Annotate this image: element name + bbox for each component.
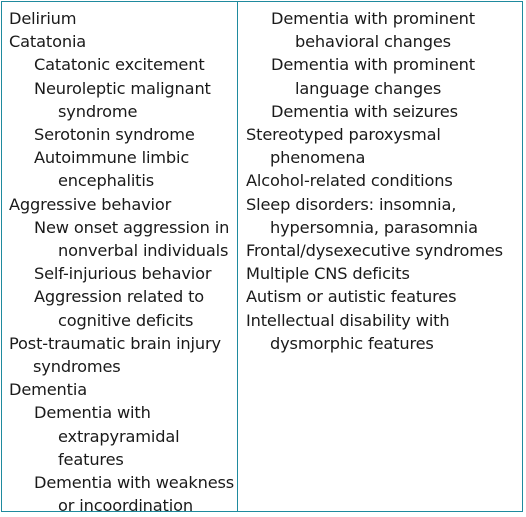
list-item: Dementia with weakness or incoordination [34,473,235,516]
list-item: New onset aggression in nonverbal indivi… [34,217,230,261]
list-item: Aggressive behavior [9,194,172,214]
list-item: Catatonic excitement [34,55,205,75]
list-item: Frontal/dysexecutive syndromes [246,241,503,261]
list-item: Intellectual disability with dysmorphic … [246,310,450,353]
list-item: Alcohol-related conditions [246,171,453,191]
list-item: Serotonin syndrome [34,125,195,145]
list-item: Aggression related to cognitive deficits [34,287,205,330]
list-item: Sleep disorders: insomnia, hypersomnia, … [246,194,478,237]
list-item: Dementia with prominent language changes [271,55,475,98]
list-item: Dementia with extrapyramidal features [34,403,180,469]
list-item: Multiple CNS deficits [246,264,410,284]
list-item: Catatonia [9,32,87,52]
list-item: Post-traumatic brain injury syndromes [9,333,221,377]
list-item: Self-injurious behavior [34,264,212,284]
list-item: Neuroleptic malignant syndrome [34,78,211,121]
list-item: Autism or autistic features [246,287,457,307]
list-item: Stereotyped paroxysmal phenomena [246,125,441,168]
list-item: Delirium [9,9,77,28]
column-divider [237,1,238,512]
list-item: Autoimmune limbic encephalitis [34,148,190,191]
list-item: Dementia with seizures [271,101,458,121]
list-item: Dementia [9,380,87,400]
list-item: Dementia with prominent behavioral chang… [271,9,475,52]
right-column: Dementia with prominent behavioral chang… [246,7,518,355]
left-column: Delirium Catatonia Catatonic excitement … [9,7,235,517]
